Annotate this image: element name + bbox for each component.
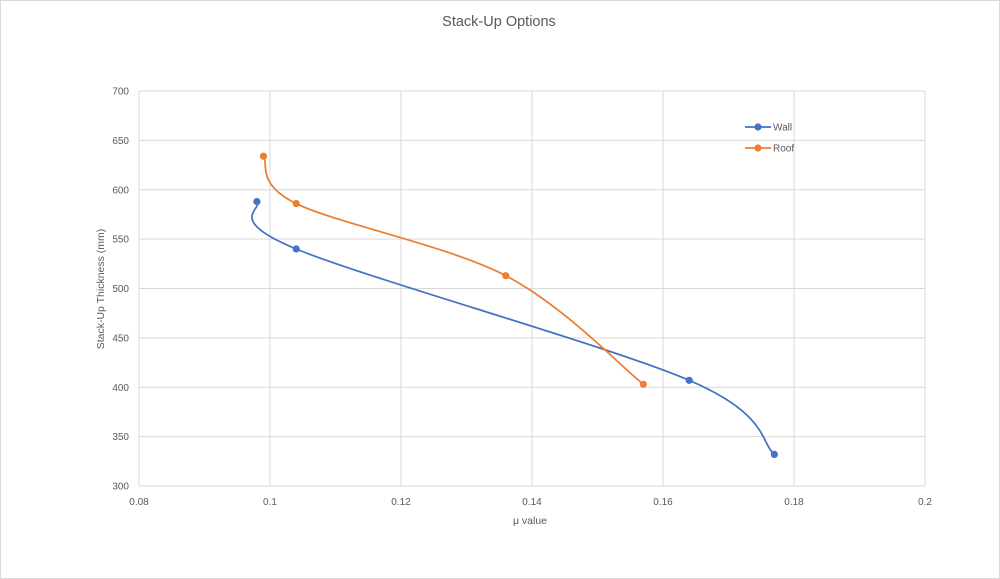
tick-labels: 300 350 400 450 500 550 600 650 700 0.08 0.1 0.12 0.… [112, 87, 932, 509]
legend-label: Roof [773, 144, 794, 155]
series-wall [251, 198, 778, 458]
chart-title: Stack-Up Options [442, 14, 556, 30]
y-tick-label: 300 [112, 482, 129, 493]
legend: Wall Roof [745, 123, 794, 155]
x-tick-label: 0.2 [918, 497, 932, 508]
y-tick-label: 400 [112, 383, 129, 394]
y-axis-title: Stack-Up Thickness (mm) [95, 229, 107, 350]
x-tick-label: 0.16 [653, 497, 673, 508]
data-point-roof [639, 380, 647, 388]
legend-marker [754, 123, 762, 131]
x-tick-label: 0.08 [129, 497, 149, 508]
legend-label: Wall [773, 123, 792, 134]
series-line-roof [262, 155, 645, 386]
series-roof [259, 152, 647, 388]
y-tick-label: 350 [112, 432, 129, 443]
data-point-roof [259, 152, 268, 160]
series-layer [251, 152, 778, 458]
data-point-wall [770, 450, 778, 458]
x-tick-label: 0.14 [522, 497, 542, 508]
x-tick-label: 0.12 [391, 497, 411, 508]
legend-item-roof: Roof [745, 144, 794, 155]
y-tick-label: 550 [112, 235, 129, 246]
y-tick-label: 500 [112, 284, 129, 295]
x-tick-label: 0.18 [784, 497, 804, 508]
y-tick-label: 650 [112, 136, 129, 147]
y-tick-label: 450 [112, 333, 129, 344]
series-line-wall [251, 200, 776, 456]
x-tick-label: 0.1 [263, 497, 277, 508]
y-tick-label: 600 [112, 185, 129, 196]
data-point-roof [292, 199, 300, 208]
data-point-wall [685, 376, 693, 384]
x-axis-title: μ value [513, 515, 547, 527]
data-point-wall [253, 198, 261, 206]
data-point-wall [292, 245, 300, 253]
data-point-roof [502, 272, 510, 280]
legend-item-wall: Wall [745, 123, 792, 134]
legend-marker [754, 144, 762, 152]
y-tick-label: 700 [112, 87, 129, 98]
gridlines [138, 90, 926, 487]
